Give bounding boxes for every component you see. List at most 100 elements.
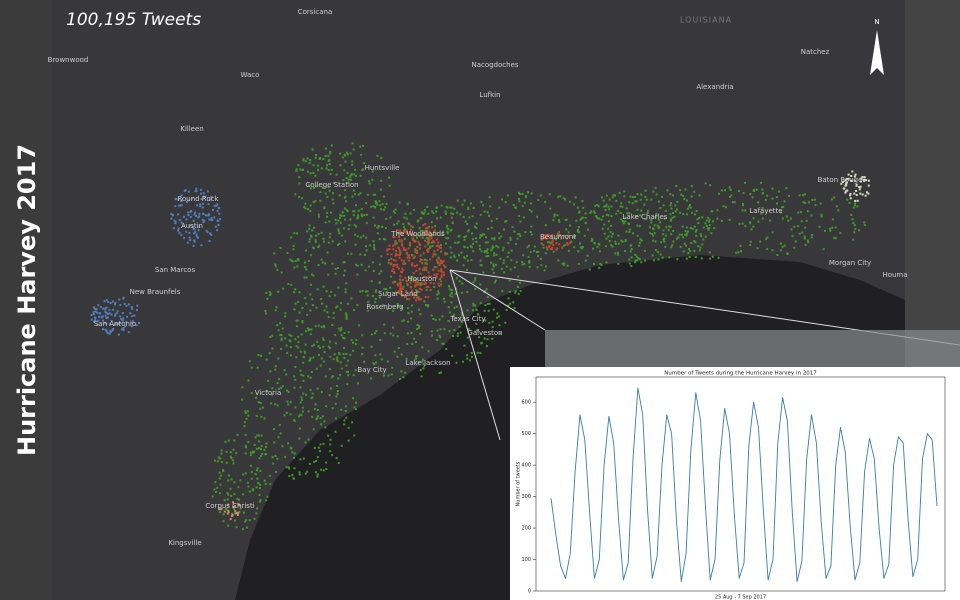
tweet-dot — [308, 227, 311, 230]
tweet-dot — [342, 353, 345, 355]
tweet-dot — [604, 208, 607, 211]
tweet-dot — [396, 229, 399, 232]
tweet-dot — [300, 396, 303, 399]
tweet-dot — [405, 232, 408, 235]
tweet-dot — [617, 251, 619, 254]
tweet-dot — [529, 231, 532, 233]
tweet-dot — [366, 294, 369, 297]
tweet-dot — [401, 319, 404, 322]
tweet-dot — [331, 198, 334, 201]
tweet-dot — [316, 340, 319, 343]
tweet-dot — [443, 274, 446, 277]
tweet-dot — [562, 263, 565, 266]
tweet-dot — [421, 360, 424, 363]
tweet-dot — [677, 236, 680, 239]
tweet-dot — [229, 455, 232, 458]
tweet-dot — [94, 316, 97, 319]
tweet-dot — [337, 228, 340, 231]
tweet-dot — [264, 482, 267, 485]
tweet-dot — [412, 280, 415, 283]
tweet-dot — [474, 304, 477, 307]
tweet-dot — [312, 171, 315, 174]
tweet-dot — [412, 239, 415, 242]
tweet-dot — [407, 247, 410, 250]
tweet-dot — [593, 211, 596, 214]
tweet-dot — [339, 216, 341, 219]
y-tick-label: 300 — [521, 494, 531, 500]
tweet-dot — [310, 187, 312, 190]
tweet-dot — [422, 224, 425, 227]
tweet-dot — [527, 191, 529, 194]
tweet-dot — [742, 204, 744, 207]
tweet-dot — [199, 203, 202, 206]
tweet-dot — [177, 198, 180, 201]
tweet-dot — [555, 242, 558, 245]
tweet-dot — [245, 526, 248, 529]
tweet-dot — [318, 353, 320, 356]
tweet-dot — [290, 334, 293, 337]
tweet-dot — [110, 320, 113, 323]
tweet-dot — [410, 290, 413, 293]
tweet-dot — [102, 307, 105, 310]
tweet-dot — [419, 244, 422, 247]
tweet-dot — [416, 264, 418, 267]
tweet-dot — [343, 214, 346, 217]
tweet-dot — [659, 221, 662, 224]
tweet-dot — [449, 294, 451, 297]
place-label: Huntsville — [365, 164, 400, 172]
tweet-dot — [515, 243, 517, 245]
tweet-dot — [305, 330, 307, 333]
tweet-dot — [482, 233, 485, 236]
tweet-dot — [319, 347, 321, 349]
tweet-dot — [776, 202, 778, 205]
tweet-dot — [682, 213, 685, 216]
tweet-dot — [756, 247, 759, 250]
tweet-dot — [444, 210, 447, 213]
tweet-dot — [288, 475, 291, 477]
tweet-dot — [357, 214, 359, 217]
tweet-dot — [436, 339, 438, 341]
tweet-dot — [105, 329, 108, 332]
tweet-dot — [227, 511, 230, 514]
tweet-dot — [605, 237, 608, 240]
tweet-dot — [410, 254, 413, 256]
tweet-dot — [510, 259, 513, 262]
tweet-dot — [690, 242, 693, 245]
tweet-dot — [344, 312, 347, 315]
tweet-dot — [92, 311, 95, 314]
tweet-dot — [288, 467, 290, 470]
tweet-dot — [614, 240, 617, 243]
tweet-dot — [766, 194, 769, 197]
tweet-dot — [657, 258, 660, 261]
tweet-dot — [292, 248, 295, 251]
tweet-dot — [597, 242, 600, 245]
tweet-dot — [420, 217, 423, 220]
tweet-dot — [860, 180, 862, 183]
tweet-dot — [737, 251, 740, 254]
tweet-dot — [123, 303, 126, 305]
tweet-dot — [590, 239, 593, 242]
tweet-dot — [298, 176, 301, 179]
tweet-dot — [377, 224, 380, 227]
tweet-dot — [183, 190, 186, 193]
tweet-dot — [416, 290, 419, 293]
tweet-dot — [516, 237, 519, 240]
tweet-dot — [298, 196, 300, 199]
tweet-dot — [398, 267, 400, 270]
tweet-dot — [289, 340, 292, 343]
tweet-dot — [208, 240, 211, 242]
tweet-dot — [345, 416, 348, 419]
tweet-dot — [718, 192, 720, 195]
tweet-dot — [566, 237, 569, 240]
tweet-dot — [587, 228, 589, 231]
tweet-dot — [549, 235, 552, 238]
tweet-dot — [336, 393, 339, 396]
tweet-dot — [210, 218, 213, 221]
tweet-dot — [839, 231, 842, 234]
tweet-dot — [393, 281, 396, 284]
tweet-dot — [354, 168, 357, 171]
tweet-dot — [557, 231, 560, 233]
tweet-dot — [849, 192, 852, 195]
y-axis-label: Number of tweets — [516, 461, 522, 506]
tweet-dot — [381, 225, 384, 228]
